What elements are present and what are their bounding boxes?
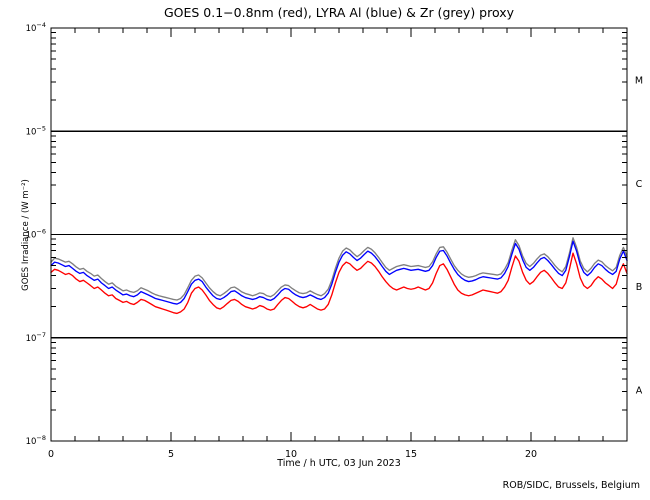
x-tick-label: 20 (525, 449, 537, 460)
x-tick-label: 5 (168, 449, 174, 460)
x-tick-label: 15 (405, 449, 417, 460)
gridlines (51, 130, 627, 339)
flare-class-label-m: M (635, 76, 643, 87)
flare-class-label-c: C (636, 179, 643, 190)
data-series-group (50, 237, 628, 315)
x-tick-label: 10 (285, 449, 297, 460)
x-axis-label: Time / h UTC, 03 Jun 2023 (276, 458, 401, 469)
y-axis-label: GOES Irradiance / (W m⁻²) (21, 179, 31, 291)
chart-title: GOES 0.1−0.8nm (red), LYRA Al (blue) & Z… (164, 5, 515, 20)
series-line-lyra-al-proxy (50, 240, 628, 305)
x-tick-label: 0 (48, 449, 54, 460)
y-axis-ticks: 10−4 10−5 10−6 10−7 10−8 (26, 21, 627, 447)
y-tick-label: 10−6 (26, 228, 46, 241)
credit-text: ROB/SIDC, Brussels, Belgium (503, 480, 640, 491)
flare-class-label-a: A (636, 385, 643, 396)
x-axis-ticks: 0 5 10 15 20 (48, 28, 628, 460)
y-tick-label: 10−4 (26, 21, 46, 34)
y-tick-label: 10−8 (26, 434, 46, 447)
series-line-lyra-zr-proxy (50, 237, 628, 301)
y-tick-label: 10−5 (26, 124, 46, 137)
flare-class-label-b: B (636, 282, 643, 293)
y-tick-label: 10−7 (26, 331, 46, 344)
flare-class-labels: M C B A (635, 76, 643, 397)
series-line-goes-0-1-0-8nm (50, 252, 628, 315)
